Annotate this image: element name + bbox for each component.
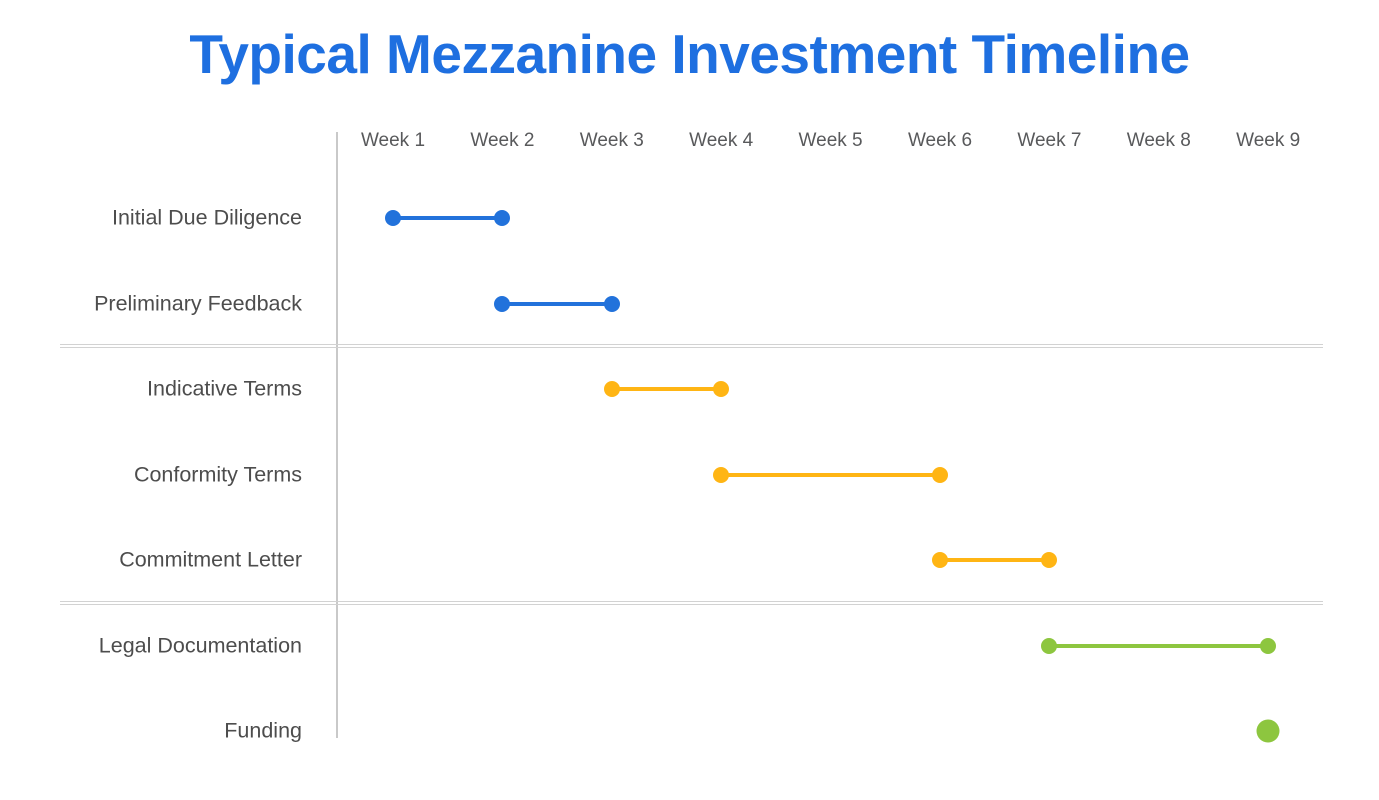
task-label: Conformity Terms [133,462,302,486]
task-bar [721,472,940,477]
week-label: Week 7 [1017,130,1082,151]
phase-divider-line [60,600,1323,605]
phase-divider-line [60,344,1323,349]
task-end-dot [603,295,620,312]
task-bar [393,216,503,220]
task-start-dot [1041,637,1058,654]
task-start-dot [932,552,948,568]
task-bar [502,301,612,306]
task-label: Funding [224,718,302,743]
task-label: Legal Documentation [98,633,302,657]
task-end-dot [494,210,511,226]
task-bar [1049,643,1269,648]
task-start-dot [385,210,401,226]
task-end-dot [1260,637,1277,654]
task-start-dot [494,295,511,312]
task-end-dot [713,381,730,397]
task-bar [611,387,722,391]
week-label: Week 2 [470,130,535,151]
task-label: Initial Due Diligence [111,205,302,230]
week-label: Week 9 [1236,130,1301,151]
task-end-dot [1041,552,1058,568]
task-bar [940,558,1050,562]
task-label: Preliminary Feedback [94,291,302,315]
task-end-dot [932,466,948,483]
week-label: Week 4 [689,130,754,151]
task-start-dot [713,466,730,483]
week-label: Week 3 [579,130,644,151]
week-label: Week 1 [360,130,426,151]
task-label: Indicative Terms [147,376,302,401]
milestone-dot [1256,719,1280,743]
vertical-axis-line [336,132,338,738]
chart-title: Typical Mezzanine Investment Timeline [189,23,1190,85]
task-start-dot [603,381,620,397]
week-label: Week 6 [907,130,973,151]
week-label: Week 8 [1126,130,1191,151]
week-label: Week 5 [798,130,863,151]
task-label: Commitment Letter [119,547,302,572]
